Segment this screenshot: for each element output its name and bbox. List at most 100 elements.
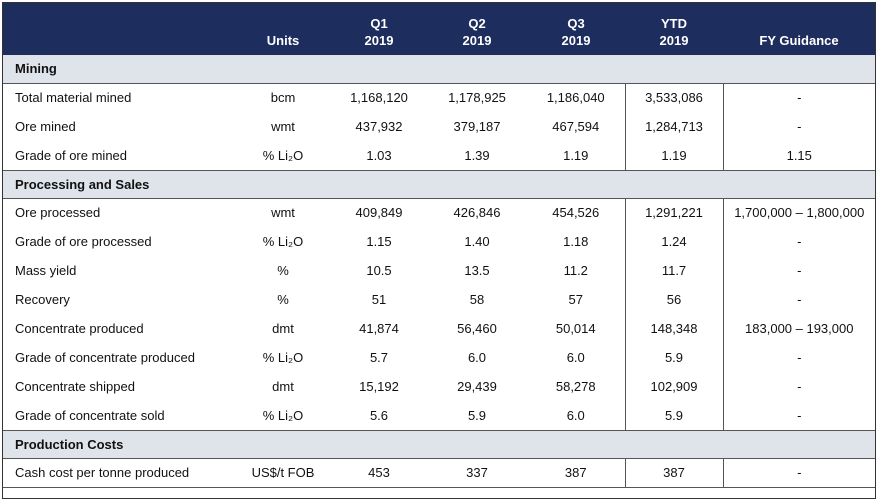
cell-units: % Li₂O [235,401,331,431]
cell-q2: 56,460 [457,321,497,336]
table-row: Total material mined bcm 1,168,120 1,178,92… [3,83,875,112]
cell-q2: 1,178,925 [448,90,506,106]
cell-label: Grade of ore processed [15,234,152,249]
cell-guidance: - [797,292,802,307]
cell-units: dmt [272,321,294,336]
cell-q3: 387 [527,458,625,488]
header-label [3,3,235,55]
cell-q3: 11.2 [563,263,588,278]
cell-ytd: 1.19 [624,141,724,171]
cell-q2: 337 [427,458,527,488]
cell-q1: 5.7 [369,350,389,365]
cell-q2: 29,439 [457,379,497,394]
cell-q2: 13.5 [464,263,490,278]
cell-q2: 379,187 [453,119,501,134]
cell-guidance: - [723,458,875,488]
cell-q1: 437,932 [355,119,403,134]
cell-units: dmt [272,379,294,394]
cell-ytd: 5.9 [624,401,724,431]
table-row: Grade of ore mined% Li₂O 1.03 1.39 1.19 1.19… [3,141,875,171]
section-title: Production Costs [3,430,875,459]
cell-label: Concentrate produced [15,321,144,336]
cell-ytd: 3,533,086 [624,83,724,112]
header-q3: Q3 2019 [561,16,591,48]
cell-q1: 51 [371,292,387,307]
cell-q2: 1.39 [427,141,527,171]
cell-q2: 58 [469,292,485,307]
cell-label: Grade of concentrate produced [15,350,195,365]
cell-guidance: - [797,90,802,106]
header-units: Units [266,33,300,48]
table-body: Mining Total material mined bcm 1,168,120 1,… [3,55,875,488]
cell-ytd: 56 [624,285,724,314]
cell-q1: 409,849 [355,205,403,221]
cell-q3: 58,278 [555,379,596,394]
table-row: Concentrate shipped dmt 15,192 29,439 58,278… [3,372,875,401]
cell-q1: 41,874 [359,321,399,336]
table-row: Recovery% 51 58 57 56 - [3,285,875,314]
cell-units: bcm [270,90,296,106]
cell-q3: 1,186,040 [546,90,605,106]
cell-q3: 57 [568,292,583,307]
section-row: Mining [3,55,875,84]
section-row: Processing and Sales [3,170,875,199]
header-q1: Q1 2019 [364,16,394,48]
cell-units: % [277,292,289,307]
table-row: Grade of ore processed % Li₂O 1.15 1.40 1.18… [3,227,875,256]
cell-label: Ore mined [15,119,76,134]
cell-q2: 5.9 [427,401,527,431]
table-row: Mass yield% 10.5 13.5 11.2 11.7 - [3,256,875,285]
cell-label: Mass yield [15,263,77,278]
cell-q3: 6.0 [527,401,625,431]
cell-q2: 6.0 [467,350,487,365]
section-title: Mining [3,55,875,84]
cell-guidance: 1.15 [723,141,875,171]
cell-q1: 1.15 [366,234,392,249]
cell-ytd: 11.7 [624,256,724,285]
cell-ytd: 148,348 [624,314,724,343]
cell-q1: 15,192 [359,379,399,394]
header-ytd: YTD 2019 [659,16,689,48]
cell-label: Concentrate shipped [15,379,135,394]
cell-units: % Li₂O [235,141,331,171]
cell-label: Cash cost per tonne produced [3,458,235,488]
cell-q3: 454,526 [552,205,600,221]
cell-ytd: 1.24 [624,227,724,256]
table-row: Grade of concentrate produced % Li₂O 5.7 6.… [3,343,875,372]
cell-guidance: - [797,263,802,278]
cell-ytd: 102,909 [624,372,724,401]
cell-label: Total material mined [15,90,132,106]
cell-guidance: - [797,119,802,134]
cell-units: wmt [271,119,295,134]
cell-units: % [277,263,289,278]
cell-units: % Li₂O [262,350,304,365]
cell-q1: 1,168,120 [350,90,408,106]
cell-units: wmt [271,205,295,221]
cell-q3: 6.0 [566,350,585,365]
cell-guidance: - [723,401,875,431]
cell-guidance: 183,000 – 193,000 [745,321,854,336]
table-row: Ore processed wmt 409,849 426,846 454,526 1,2… [3,198,875,227]
cell-guidance: - [797,379,802,394]
cell-q2: 1.40 [464,234,490,249]
cell-q1: 1.03 [331,141,427,171]
table-row: Cash cost per tonne produced US$/t FOB 453… [3,458,875,488]
cell-label: Grade of concentrate sold [3,401,235,431]
cell-guidance: 1,700,000 – 1,800,000 [734,205,865,221]
cell-ytd: 387 [624,458,724,488]
cell-q3: 1.18 [563,234,589,249]
cell-units: % Li₂O [262,234,304,249]
section-title: Processing and Sales [3,170,875,199]
cell-ytd: 5.9 [624,343,724,372]
cell-q1: 5.6 [331,401,427,431]
cell-guidance: - [797,350,802,365]
header-q2: Q2 2019 [462,16,492,48]
cell-q1: 10.5 [366,263,392,278]
cell-label: Ore processed [15,205,101,221]
header-row: Units Q1 2019 Q2 2019 Q3 2019 YTD 2019 F… [3,3,875,55]
cell-units: US$/t FOB [235,458,331,488]
cell-label: Grade of ore mined [3,141,235,171]
table-row: Concentrate produced dmt 41,874 56,460 50,01… [3,314,875,343]
cell-q1: 453 [331,458,427,488]
